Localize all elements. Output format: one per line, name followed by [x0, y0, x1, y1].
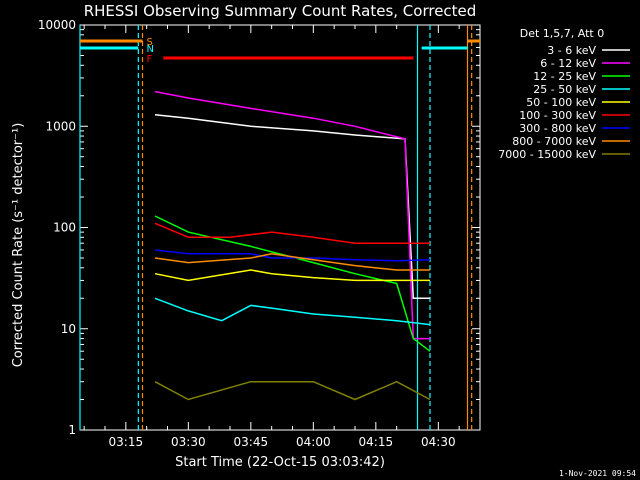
y-tick-label: 10000 [38, 18, 76, 32]
series-line [154, 269, 430, 282]
plot-area: 1 10 100 1000 10000 03:15 03:30 03:45 04:00 04:15… [38, 18, 481, 449]
legend-entry-label: 6 - 12 keV [540, 57, 596, 70]
series-line [154, 249, 431, 262]
series-line [154, 222, 430, 244]
series-line [154, 380, 431, 401]
x-tick-label: 04:30 [421, 435, 456, 449]
series-line [154, 90, 430, 340]
plot-frame [79, 24, 481, 431]
y-tick-label: 1 [68, 423, 76, 437]
flag-label: F [147, 54, 153, 65]
legend-entry-label: 800 - 7000 keV [512, 135, 596, 148]
chart-title: RHESSI Observing Summary Count Rates, Co… [84, 2, 477, 20]
legend-entry-label: 12 - 25 keV [533, 70, 596, 83]
x-tick-label: 03:30 [171, 435, 206, 449]
series-line [154, 297, 431, 326]
x-axis-label: Start Time (22-Oct-15 03:03:42) [175, 455, 385, 470]
legend-title: Det 1,5,7, Att 0 [520, 27, 604, 40]
series-line [154, 253, 430, 271]
x-tick-label: 03:45 [234, 435, 269, 449]
x-tick-label: 04:00 [296, 435, 331, 449]
series-line [154, 113, 430, 300]
x-tick-label: 04:15 [359, 435, 394, 449]
series-line [154, 215, 431, 352]
x-tick-label: 03:15 [109, 435, 144, 449]
legend-entry-label: 50 - 100 keV [526, 96, 596, 109]
flag-label: N [147, 44, 154, 55]
legend-entry-label: 7000 - 15000 keV [498, 148, 596, 161]
flag-label: S [147, 37, 153, 48]
footer-timestamp: 1-Nov-2021 09:54 [559, 469, 636, 478]
y-axis-label: Corrected Count Rate (s⁻¹ detector⁻¹) [11, 123, 26, 368]
legend-entry-label: 300 - 800 keV [519, 122, 596, 135]
y-tick-label: 10 [61, 322, 76, 336]
y-tick-label: 1000 [45, 119, 76, 133]
y-tick-label: 100 [53, 221, 76, 235]
legend-entry-label: 100 - 300 keV [519, 109, 596, 122]
legend-entry-label: 3 - 6 keV [547, 44, 596, 57]
legend-entry-label: 25 - 50 keV [533, 83, 596, 96]
